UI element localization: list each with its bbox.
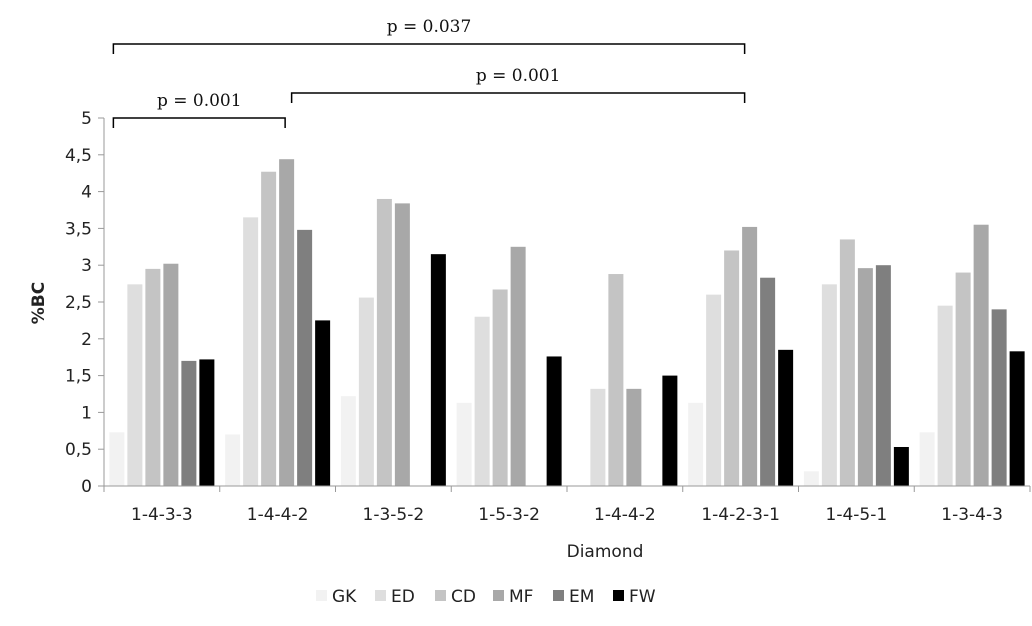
y-tick-label: 4: [81, 183, 92, 203]
legend-label: EM: [569, 587, 594, 607]
significance-bracket: [112, 43, 746, 54]
bar-cd: [492, 289, 508, 486]
x-tick-label: 1-3-5-2: [363, 505, 425, 525]
y-tick-label: 4,5: [65, 146, 92, 166]
bar-cd: [608, 274, 624, 486]
bar-ed: [590, 388, 606, 486]
x-tick-label: 1-4-4-2: [247, 505, 309, 525]
y-tick-label: 3: [81, 256, 92, 276]
y-tick-label: 1: [81, 403, 92, 423]
bar-em: [991, 309, 1007, 486]
y-tick-label: 1,5: [65, 367, 92, 387]
x-tick-label: 1-3-4-3: [941, 505, 1003, 525]
bar-cd: [839, 239, 855, 486]
legend-swatch: [553, 590, 564, 601]
bar-mf: [973, 224, 989, 486]
p-value-label: p = 0.037: [387, 17, 472, 37]
legend-item: FW: [613, 587, 656, 607]
legend-swatch: [435, 590, 446, 601]
legend-label: MF: [509, 587, 533, 607]
legend-item: EM: [553, 587, 594, 607]
legend-swatch: [316, 590, 327, 601]
y-tick-label: 0,5: [65, 440, 92, 460]
bar-gk: [688, 402, 704, 486]
bar-em: [181, 360, 197, 486]
bar-mf: [742, 226, 758, 487]
legend-label: GK: [332, 587, 357, 607]
bar-gk: [109, 432, 125, 486]
bar-mf: [394, 203, 410, 486]
annotation-brackets: p = 0.037 p = 0.001 p = 0.001: [112, 17, 746, 128]
legend-item: MF: [493, 587, 533, 607]
y-tick-label: 2,5: [65, 293, 92, 313]
bars: [109, 159, 1025, 487]
bar-mf: [857, 268, 873, 486]
bar-ed: [821, 284, 837, 486]
bar-ed: [358, 297, 374, 486]
bar-cd: [376, 198, 392, 486]
bar-fw: [1009, 351, 1025, 486]
bar-ed: [127, 284, 143, 486]
x-tick-label: 1-4-3-3: [131, 505, 193, 525]
significance-bracket: [112, 117, 286, 128]
bar-mf: [626, 388, 642, 486]
significance-bracket: [290, 92, 746, 103]
bar-cd: [724, 250, 740, 486]
bar-cd: [955, 272, 971, 486]
bar-gk: [803, 471, 819, 486]
bar-gk: [919, 432, 935, 486]
y-tick-label: 3,5: [65, 219, 92, 239]
legend-item: ED: [375, 587, 415, 607]
bar-gk: [225, 434, 241, 486]
bar-ed: [474, 316, 490, 486]
bar-cd: [145, 268, 161, 486]
legend-swatch: [493, 590, 504, 601]
p-value-label: p = 0.001: [476, 66, 561, 86]
y-tick-label: 2: [81, 330, 92, 350]
bar-ed: [706, 294, 722, 486]
bar-ed: [243, 217, 259, 487]
bar-em: [875, 265, 891, 486]
legend-label: FW: [629, 587, 656, 607]
y-tick-label: 0: [81, 477, 92, 497]
bar-em: [297, 229, 313, 486]
legend-swatch: [613, 590, 624, 601]
bar-mf: [510, 246, 526, 486]
bar-ed: [937, 305, 953, 486]
bar-mf: [163, 263, 179, 486]
bar-em: [760, 277, 776, 486]
bar-fw: [546, 356, 562, 486]
legend-item: CD: [435, 587, 476, 607]
x-tick-label: 1-4-2-3-1: [701, 505, 780, 525]
y-axis: 0 0,5 1 1,5 2 2,5 3 3,5 4 4,5 5: [65, 109, 105, 497]
p-value-label: p = 0.001: [157, 91, 242, 111]
bar-fw: [199, 359, 215, 486]
bar-fw: [430, 254, 446, 486]
bar-gk: [456, 402, 472, 486]
legend: GK ED CD MF EM FW: [316, 587, 656, 607]
x-tick-label: 1-4-4-2: [594, 505, 656, 525]
x-tick-label: 1-5-3-2: [478, 505, 540, 525]
x-tick-label: 1-4-5-1: [826, 505, 888, 525]
bar-fw: [778, 349, 794, 486]
x-axis-title: Diamond: [567, 542, 644, 562]
bar-fw: [893, 446, 909, 486]
bar-cd: [261, 171, 277, 486]
y-tick-label: 5: [81, 109, 92, 129]
x-axis: 1-4-3-3 1-4-4-2 1-3-5-2 1-5-3-2 1-4-4-2 1-4-2…: [103, 485, 1031, 525]
bar-fw: [315, 320, 331, 486]
legend-swatch: [375, 590, 386, 601]
legend-label: CD: [451, 587, 476, 607]
bar-fw: [662, 375, 678, 486]
legend-item: GK: [316, 587, 357, 607]
y-axis-title: %BC: [29, 282, 49, 324]
bar-mf: [279, 159, 295, 486]
bar-gk: [340, 396, 356, 486]
legend-label: ED: [391, 587, 415, 607]
